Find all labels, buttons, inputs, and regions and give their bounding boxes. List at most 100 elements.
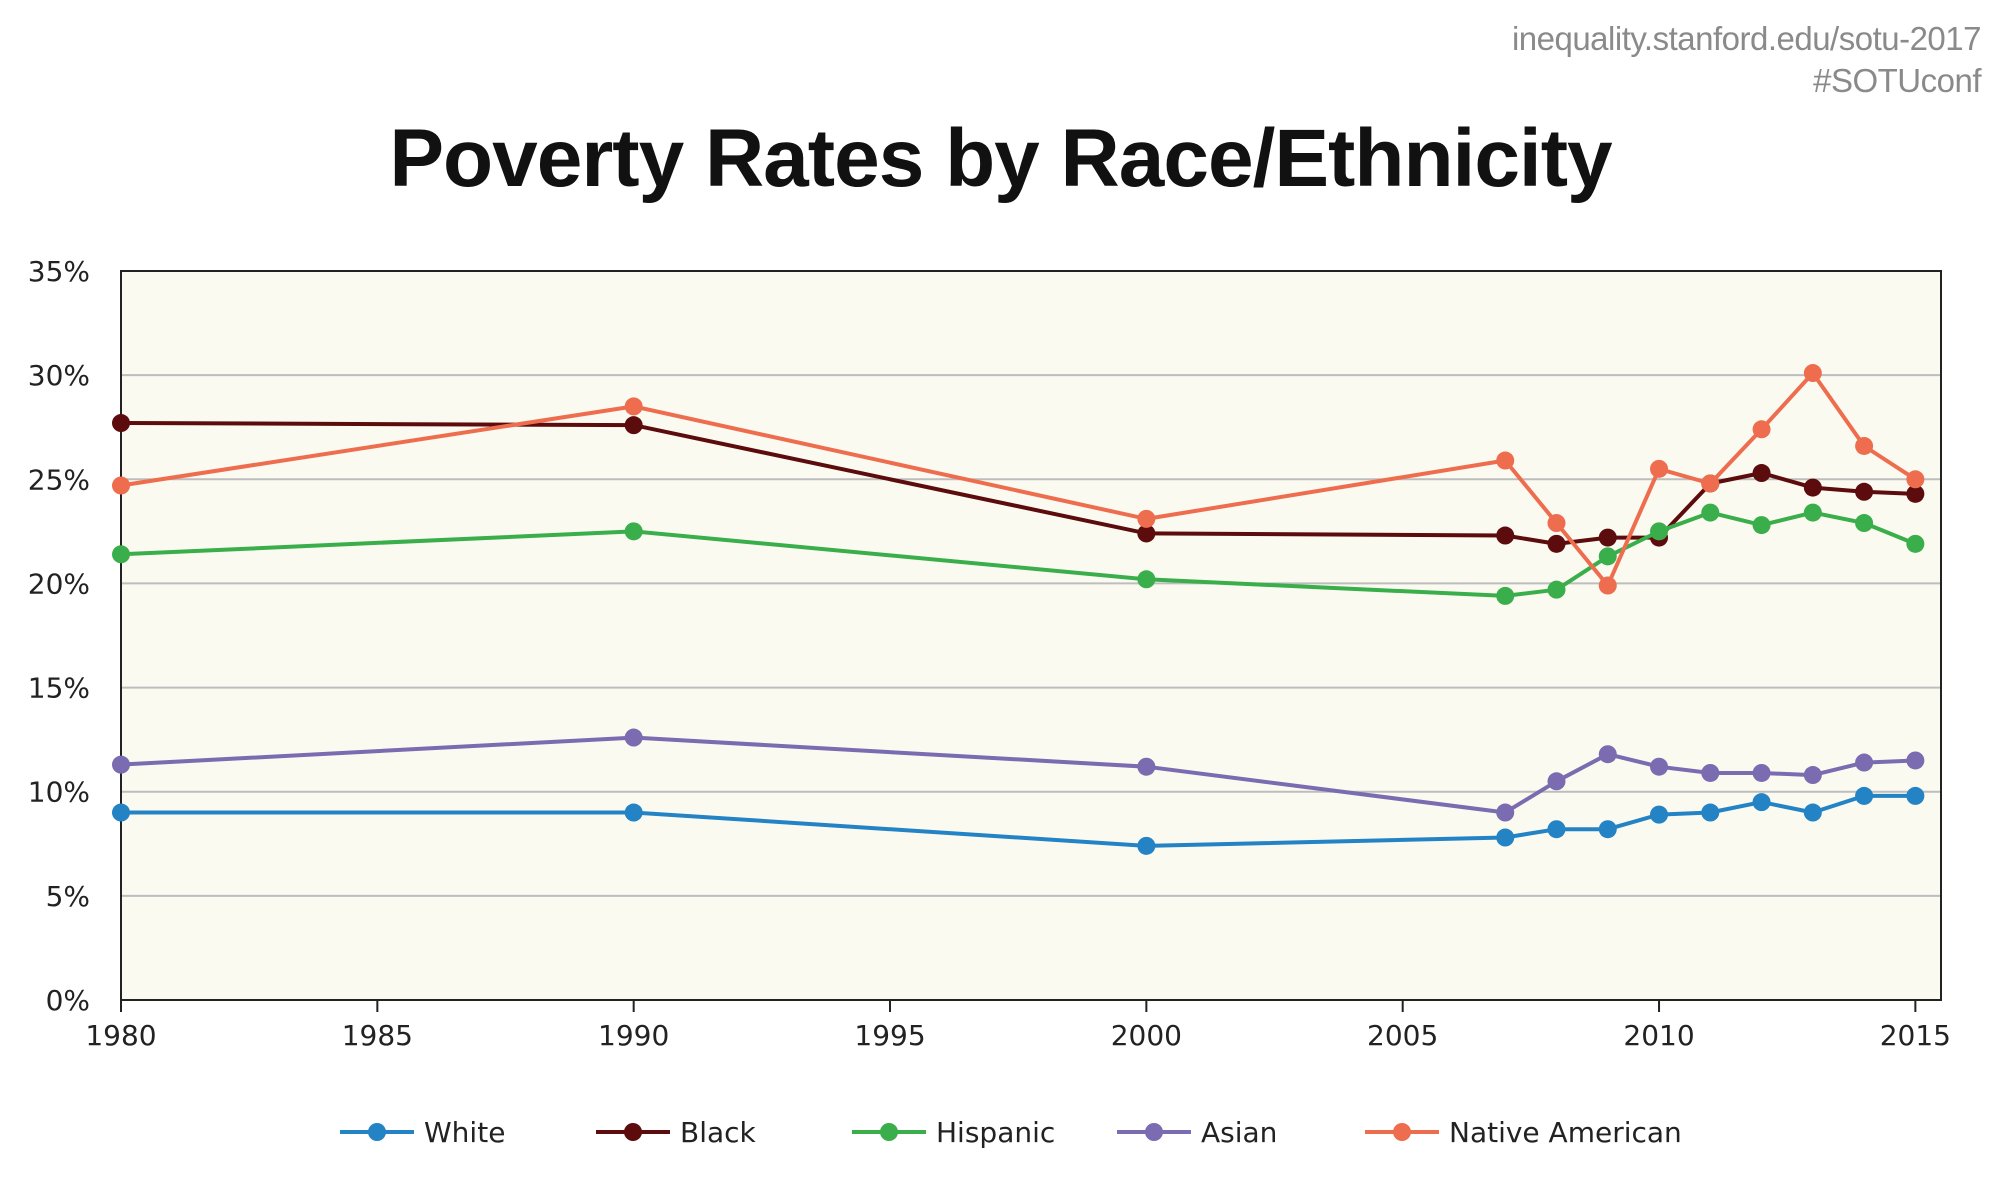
data-point-asian-2014	[1855, 753, 1874, 772]
legend-label-native-american: Native American	[1449, 1116, 1682, 1149]
y-tick-label-35: 35%	[28, 255, 90, 288]
data-point-hispanic-1980	[112, 545, 130, 564]
legend-item-black: Black	[596, 1116, 757, 1149]
x-tick-label-1990: 1990	[598, 1019, 669, 1052]
data-point-hispanic-2015	[1906, 534, 1925, 553]
chart-title: Poverty Rates by Race/Ethnicity	[389, 113, 1612, 204]
data-point-native-american-2009	[1598, 576, 1617, 595]
data-point-asian-2012	[1752, 763, 1771, 782]
plot-area	[121, 271, 1941, 1000]
data-point-black-2009	[1598, 528, 1617, 547]
y-tick-label-10: 10%	[28, 776, 90, 809]
data-point-native-american-2000	[1137, 509, 1156, 528]
data-point-hispanic-2011	[1701, 503, 1720, 522]
legend-item-hispanic: Hispanic	[852, 1116, 1055, 1149]
y-tick-label-15: 15%	[28, 672, 90, 705]
x-tick-label-2000: 2000	[1111, 1019, 1182, 1052]
data-point-white-1980	[112, 803, 130, 822]
data-point-hispanic-2013	[1803, 503, 1822, 522]
data-point-native-american-2011	[1701, 474, 1720, 493]
axes	[120, 270, 1942, 1012]
data-point-asian-2007	[1496, 803, 1515, 822]
legend-label-black: Black	[680, 1116, 757, 1149]
data-point-asian-2013	[1803, 766, 1822, 785]
data-point-asian-2011	[1701, 763, 1720, 782]
data-point-hispanic-2014	[1855, 514, 1874, 533]
legend-item-white: White	[340, 1116, 505, 1149]
data-point-black-2015	[1906, 484, 1925, 503]
data-point-black-2008	[1547, 534, 1566, 553]
data-point-black-1980	[112, 414, 130, 433]
data-point-native-american-2013	[1803, 364, 1822, 383]
legend-label-white: White	[424, 1116, 505, 1149]
series-layer	[112, 364, 1925, 855]
data-point-white-2014	[1855, 786, 1874, 805]
legend-item-asian: Asian	[1117, 1116, 1277, 1149]
data-point-native-american-2015	[1906, 470, 1925, 489]
data-point-white-2009	[1598, 820, 1617, 839]
gridlines	[121, 374, 1941, 897]
data-point-black-2007	[1496, 526, 1515, 545]
series-white	[112, 786, 1925, 855]
data-point-native-american-2014	[1855, 436, 1874, 455]
data-point-hispanic-2010	[1650, 522, 1669, 541]
data-point-hispanic-2008	[1547, 580, 1566, 599]
data-point-asian-2000	[1137, 757, 1156, 776]
data-point-hispanic-2007	[1496, 586, 1515, 605]
y-tick-label-5: 5%	[46, 880, 90, 913]
x-tick-label-2005: 2005	[1367, 1019, 1438, 1052]
data-point-white-2011	[1701, 803, 1720, 822]
data-point-native-american-2010	[1650, 459, 1669, 478]
y-tick-label-0: 0%	[46, 984, 90, 1017]
data-point-hispanic-2009	[1598, 547, 1617, 566]
source-url: inequality.stanford.edu/sotu-2017	[1511, 20, 1982, 57]
data-point-native-american-1990	[624, 397, 643, 416]
data-point-white-2012	[1752, 793, 1771, 812]
series-asian	[112, 728, 1925, 822]
data-point-black-1990	[624, 416, 643, 435]
y-tick-label-20: 20%	[28, 567, 90, 600]
series-line-native-american	[120, 371, 1917, 588]
data-point-white-2000	[1137, 836, 1156, 855]
x-tick-label-1980: 1980	[85, 1019, 156, 1052]
data-point-asian-1980	[112, 755, 130, 774]
y-axis-labels: 0% 5% 10% 15% 20% 25% 30% 35%	[28, 255, 90, 1017]
data-point-black-2013	[1803, 478, 1822, 497]
source-attribution: inequality.stanford.edu/sotu-2017 #SOTUc…	[1511, 18, 1982, 102]
series-hispanic	[112, 503, 1925, 605]
data-point-native-american-2008	[1547, 514, 1566, 533]
data-point-white-1990	[624, 803, 643, 822]
data-point-native-american-1980	[112, 476, 130, 495]
x-tick-label-2015: 2015	[1880, 1019, 1951, 1052]
data-point-white-2008	[1547, 820, 1566, 839]
x-tick-label-1985: 1985	[342, 1019, 413, 1052]
legend-label-asian: Asian	[1201, 1116, 1277, 1149]
series-black	[112, 414, 1925, 553]
y-tick-label-25: 25%	[28, 463, 90, 496]
data-point-black-2014	[1855, 482, 1874, 501]
legend-swatch-marker-hispanic	[880, 1123, 898, 1141]
data-point-native-american-2007	[1496, 451, 1515, 470]
series-native-american	[112, 364, 1925, 595]
y-tick-label-30: 30%	[28, 359, 90, 392]
x-tick-label-2010: 2010	[1623, 1019, 1694, 1052]
data-point-white-2007	[1496, 828, 1515, 847]
data-point-asian-2015	[1906, 751, 1925, 770]
data-point-native-american-2012	[1752, 420, 1771, 439]
x-axis-labels: 1980 1985 1990 1995 2000 2005 2010 2015	[85, 1019, 1951, 1052]
legend-swatch-marker-black	[624, 1123, 642, 1141]
data-point-asian-1990	[624, 728, 643, 747]
data-point-asian-2008	[1547, 772, 1566, 791]
legend-swatch-marker-asian	[1145, 1123, 1163, 1141]
legend-label-hispanic: Hispanic	[936, 1116, 1055, 1149]
source-hashtag: #SOTUconf	[1813, 62, 1981, 99]
data-point-hispanic-1990	[624, 522, 643, 541]
legend-swatch-marker-native-american	[1393, 1123, 1411, 1141]
data-point-black-2012	[1752, 464, 1771, 483]
data-point-hispanic-2000	[1137, 570, 1156, 589]
data-point-white-2013	[1803, 803, 1822, 822]
data-point-hispanic-2012	[1752, 516, 1771, 535]
data-point-white-2015	[1906, 786, 1925, 805]
data-point-white-2010	[1650, 805, 1669, 824]
